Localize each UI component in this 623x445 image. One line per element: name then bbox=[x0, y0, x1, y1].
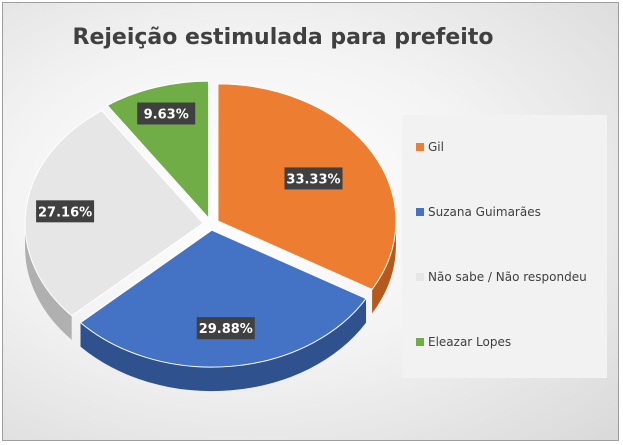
legend-label-suzana-guimaraes: Suzana Guimarães bbox=[428, 205, 541, 219]
pie-wall-nao-sabe-nao-respondeu bbox=[25, 223, 72, 340]
pie-wall-gil bbox=[372, 220, 396, 314]
legend-label-nao-sabe: Não sabe / Não respondeu bbox=[428, 270, 587, 284]
legend-swatch-suzana-guimaraes bbox=[416, 208, 424, 216]
legend-swatch-gil bbox=[416, 143, 424, 151]
pie-slice-nao-sabe-nao-respondeu bbox=[24, 110, 204, 317]
legend-swatch-eleazar-lopes bbox=[416, 338, 424, 346]
data-label-nao-sabe-nao-respondeu: 27.16% bbox=[36, 200, 95, 223]
legend-item-nao-sabe: Não sabe / Não respondeu bbox=[416, 270, 587, 284]
legend: Gil Suzana Guimarães Não sabe / Não resp… bbox=[402, 115, 607, 378]
pie-wall-suzana-guimaraes bbox=[80, 298, 367, 392]
legend-item-eleazar-lopes: Eleazar Lopes bbox=[416, 335, 511, 349]
svg-text:9.63%: 9.63% bbox=[144, 107, 189, 122]
legend-label-gil: Gil bbox=[428, 140, 444, 154]
pie-slice-suzana-guimaraes bbox=[79, 229, 367, 368]
legend-item-suzana-guimaraes: Suzana Guimarães bbox=[416, 205, 541, 219]
pie-chart: 33.33% 29.88% 27.16% 9.63% bbox=[24, 80, 397, 392]
legend-swatch-nao-sabe bbox=[416, 273, 424, 281]
legend-label-eleazar-lopes: Eleazar Lopes bbox=[428, 335, 512, 349]
svg-text:27.16%: 27.16% bbox=[38, 205, 92, 220]
chart-title: Rejeição estimulada para prefeito bbox=[72, 25, 494, 50]
data-label-eleazar-lopes: 9.63% bbox=[137, 102, 196, 125]
legend-item-gil: Gil bbox=[416, 140, 444, 154]
data-label-suzana-guimaraes: 29.88% bbox=[196, 317, 255, 340]
svg-text:29.88%: 29.88% bbox=[199, 322, 253, 337]
svg-text:33.33%: 33.33% bbox=[286, 172, 340, 187]
data-label-gil: 33.33% bbox=[284, 167, 343, 190]
chart-frame: Rejeição estimulada para prefeito 33.33%… bbox=[2, 2, 619, 441]
